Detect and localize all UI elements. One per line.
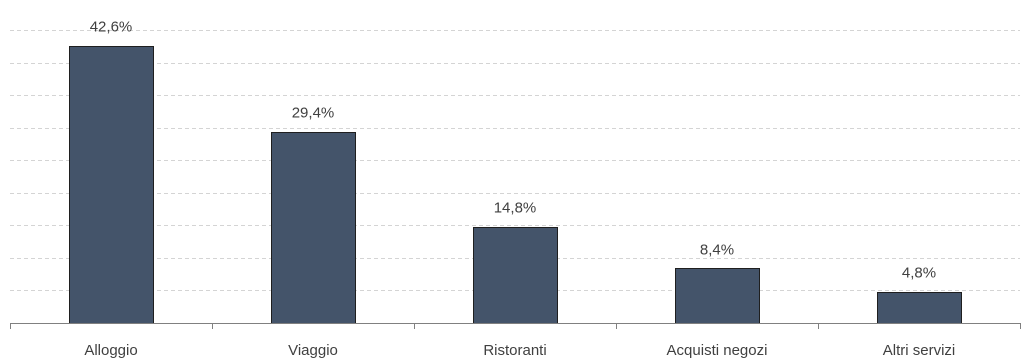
x-axis: [10, 323, 1021, 329]
category-label: Altri servizi: [883, 342, 956, 359]
category-label: Ristoranti: [483, 342, 546, 359]
category-label: Acquisti negozi: [667, 342, 768, 359]
data-label: 8,4%: [700, 241, 734, 258]
bar-alloggio: [69, 46, 154, 324]
category-label: Viaggio: [288, 342, 338, 359]
data-label: 4,8%: [902, 265, 936, 282]
bar-acquisti-negozi: [675, 268, 760, 324]
category-labels: Alloggio Viaggio Ristoranti Acquisti negozi…: [84, 342, 955, 359]
bar-altri-servizi: [877, 292, 962, 324]
data-label: 42,6%: [90, 19, 133, 36]
data-label: 14,8%: [494, 200, 537, 217]
data-label: 29,4%: [292, 105, 335, 122]
bars: [69, 46, 962, 324]
category-label: Alloggio: [84, 342, 137, 359]
bar-ristoranti: [473, 227, 558, 324]
gridlines: [10, 30, 1020, 291]
data-labels: 42,6% 29,4% 14,8% 8,4% 4,8%: [90, 19, 936, 282]
bar-viaggio: [271, 132, 356, 324]
